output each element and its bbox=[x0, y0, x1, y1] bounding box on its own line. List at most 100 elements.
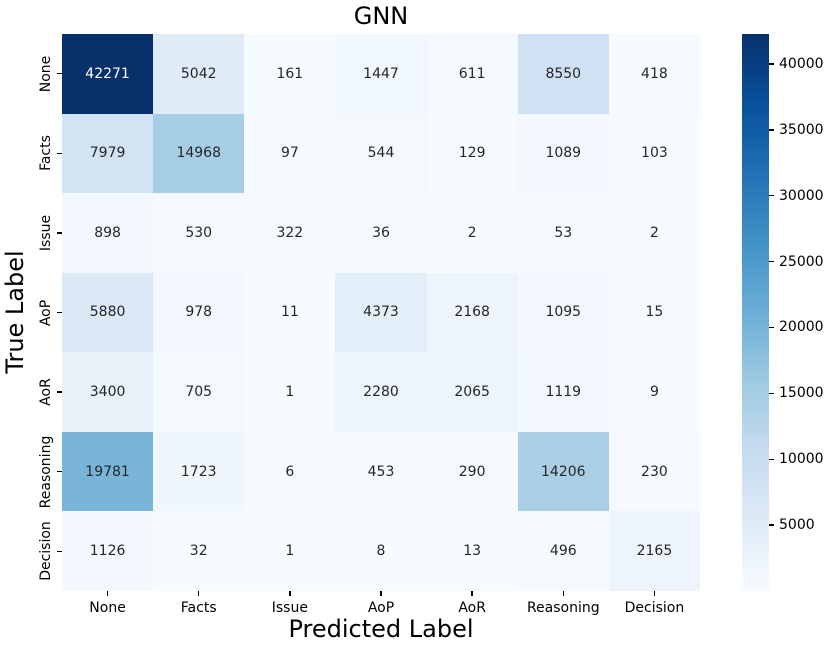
heatmap-cell-AoP-AoR: 2168 bbox=[426, 272, 518, 353]
heatmap-cell-AoR-Decision: 9 bbox=[608, 352, 700, 432]
y-tick-label-AoR: AoR bbox=[38, 378, 54, 406]
cell-value: 19781 bbox=[85, 463, 130, 480]
y-tick-mark bbox=[57, 391, 62, 393]
heatmap-cell-Facts-Decision: 103 bbox=[608, 113, 700, 194]
cell-value: 2165 bbox=[636, 543, 673, 560]
cell-value: 1095 bbox=[545, 304, 582, 321]
y-tick-mark bbox=[57, 152, 62, 155]
cell-value: 2 bbox=[649, 224, 659, 241]
y-tick-label-Decision: Decision bbox=[38, 521, 54, 582]
heatmap-cell-Facts-AoR: 129 bbox=[426, 113, 518, 194]
cell-value: 496 bbox=[549, 543, 577, 560]
x-tick-label-Decision: Decision bbox=[624, 600, 685, 616]
heatmap-cell-Issue-Issue: 322 bbox=[244, 193, 336, 273]
colorbar-tick-label-10000: 10000 bbox=[779, 451, 824, 468]
cell-value: 290 bbox=[458, 463, 486, 480]
heatmap-cell-Facts-Facts: 14968 bbox=[153, 113, 245, 194]
cell-value: 129 bbox=[458, 145, 486, 162]
cell-value: 53 bbox=[554, 224, 573, 241]
colorbar-tick-mark bbox=[769, 194, 774, 197]
x-tick-label-AoR: AoR bbox=[458, 600, 486, 616]
colorbar-tick-label-20000: 20000 bbox=[779, 319, 824, 336]
cell-value: 7979 bbox=[89, 145, 126, 162]
cell-value: 418 bbox=[641, 65, 668, 82]
heatmap-cell-Facts-None: 7979 bbox=[62, 113, 154, 194]
heatmap-cell-Decision-Facts: 32 bbox=[153, 511, 245, 591]
heatmap-cell-Issue-Facts: 530 bbox=[153, 193, 245, 273]
colorbar-tick-label-30000: 30000 bbox=[779, 187, 824, 204]
heatmap-cell-Facts-Issue: 97 bbox=[244, 113, 336, 194]
heatmap-cell-Facts-Reasoning: 1089 bbox=[517, 113, 609, 194]
heatmap-cell-Decision-AoP: 8 bbox=[335, 511, 427, 591]
heatmap-grid: 42271 5042 161 1447 611 8550 418 7979 14968 97 544… bbox=[62, 34, 700, 591]
heatmap-cell-Reasoning-AoP: 453 bbox=[335, 431, 427, 512]
x-tick-label-None: None bbox=[89, 600, 126, 616]
cell-value: 103 bbox=[641, 145, 668, 162]
x-axis-label: Predicted Label bbox=[288, 615, 474, 643]
heatmap-cell-AoR-Reasoning: 1119 bbox=[517, 352, 609, 432]
heatmap-cell-Issue-AoP: 36 bbox=[335, 193, 427, 273]
heatmap-cell-Reasoning-Facts: 1723 bbox=[153, 431, 245, 512]
x-tick-mark bbox=[106, 591, 109, 596]
heatmap-cell-Decision-Reasoning: 496 bbox=[517, 511, 609, 591]
heatmap-cell-AoP-None: 5880 bbox=[62, 272, 154, 353]
cell-value: 2 bbox=[467, 224, 477, 241]
colorbar-tick-label-5000: 5000 bbox=[779, 517, 815, 534]
heatmap-cell-Reasoning-Issue: 6 bbox=[244, 431, 336, 512]
heatmap-cell-AoR-AoP: 2280 bbox=[335, 352, 427, 432]
heatmap-cell-Issue-None: 898 bbox=[62, 193, 154, 273]
heatmap-cell-AoP-Facts: 978 bbox=[153, 272, 245, 353]
cell-value: 11 bbox=[280, 304, 299, 321]
y-tick-label-AoP: AoP bbox=[38, 299, 54, 326]
heatmap-cell-AoP-Reasoning: 1095 bbox=[517, 272, 609, 353]
y-tick-mark bbox=[57, 311, 62, 314]
heatmap-cell-None-AoR: 611 bbox=[426, 34, 518, 114]
cell-value: 1723 bbox=[180, 463, 217, 480]
colorbar-tick-mark bbox=[769, 524, 774, 526]
x-tick-mark bbox=[471, 591, 473, 596]
y-tick-label-Facts: Facts bbox=[38, 135, 54, 172]
cell-value: 705 bbox=[185, 384, 213, 401]
heatmap-cell-AoR-AoR: 2065 bbox=[426, 352, 518, 432]
x-tick-mark bbox=[380, 591, 382, 596]
heatmap-cell-Reasoning-Reasoning: 14206 bbox=[517, 431, 609, 512]
cell-value: 8 bbox=[376, 543, 386, 560]
cell-value: 5880 bbox=[89, 304, 126, 321]
heatmap-cell-None-AoP: 1447 bbox=[335, 34, 427, 114]
cell-value: 15 bbox=[645, 304, 664, 321]
cell-value: 14968 bbox=[176, 145, 221, 162]
cell-value: 230 bbox=[641, 463, 668, 480]
cell-value: 322 bbox=[276, 224, 304, 241]
heatmap-cell-Facts-AoP: 544 bbox=[335, 113, 427, 194]
cell-value: 8550 bbox=[545, 65, 582, 82]
heatmap-cell-AoR-Facts: 705 bbox=[153, 352, 245, 432]
colorbar-tick-mark bbox=[769, 129, 774, 131]
cell-value: 978 bbox=[185, 304, 213, 321]
y-tick-label-Issue: Issue bbox=[38, 214, 54, 252]
cell-value: 5042 bbox=[180, 65, 217, 82]
y-tick-mark bbox=[57, 73, 62, 75]
heatmap-cell-Reasoning-Decision: 230 bbox=[608, 431, 700, 512]
y-tick-mark bbox=[57, 232, 62, 234]
colorbar-tick-label-40000: 40000 bbox=[779, 55, 824, 72]
heatmap-cell-AoR-None: 3400 bbox=[62, 352, 154, 432]
cell-value: 3400 bbox=[89, 384, 126, 401]
y-tick-label-Reasoning: Reasoning bbox=[38, 435, 54, 508]
cell-value: 4373 bbox=[363, 304, 399, 321]
cell-value: 1119 bbox=[545, 384, 582, 401]
heatmap-cell-Decision-Issue: 1 bbox=[244, 511, 336, 591]
cell-value: 544 bbox=[367, 145, 395, 162]
heatmap-cell-Decision-AoR: 13 bbox=[426, 511, 518, 591]
cell-value: 36 bbox=[372, 224, 390, 241]
y-tick-mark bbox=[57, 470, 62, 473]
heatmap-cell-None-Issue: 161 bbox=[244, 34, 336, 114]
colorbar-tick-mark bbox=[769, 63, 774, 65]
heatmap-cell-Decision-Decision: 2165 bbox=[608, 511, 700, 591]
x-tick-mark bbox=[289, 591, 291, 596]
heatmap-cell-AoP-Decision: 15 bbox=[608, 272, 700, 353]
x-tick-label-Issue: Issue bbox=[271, 600, 308, 616]
x-tick-label-AoP: AoP bbox=[367, 600, 395, 616]
cell-value: 2168 bbox=[454, 304, 490, 321]
heatmap-cell-None-None: 42271 bbox=[62, 34, 154, 114]
heatmap-cell-None-Reasoning: 8550 bbox=[517, 34, 609, 114]
